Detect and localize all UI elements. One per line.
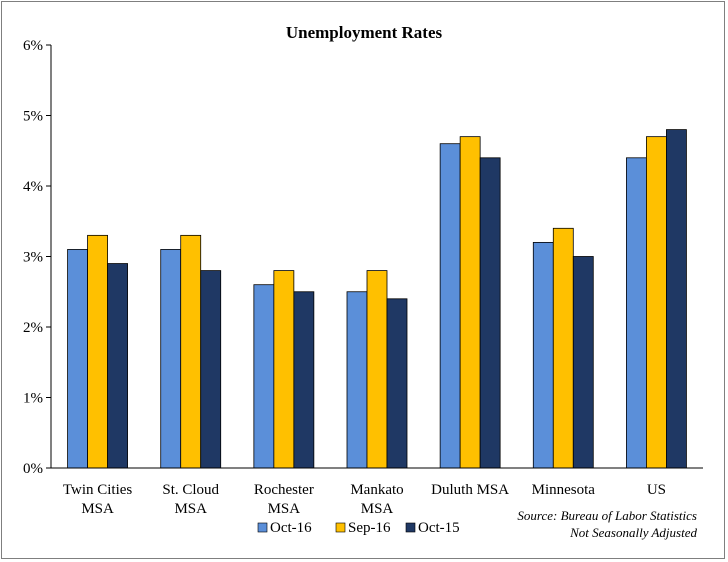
legend-label: Oct-16 (270, 520, 312, 536)
x-tick-label: Twin Cities (63, 482, 133, 498)
bar-sep-16 (87, 234, 108, 469)
bar-oct-15 (200, 270, 222, 469)
bar-oct-15 (666, 129, 687, 469)
chart-title: Unemployment Rates (286, 23, 443, 42)
bar-oct-16 (67, 249, 88, 469)
y-tick-label: 5% (23, 109, 43, 125)
bar-oct-15 (293, 291, 315, 469)
bar-oct-16 (160, 249, 182, 469)
x-tick-label: Mankato (350, 482, 403, 498)
y-tick-label: 1% (23, 391, 43, 407)
bar-oct-16 (253, 284, 275, 469)
bar-sep-16 (459, 136, 481, 469)
y-axis: 0% 1% 2% 3% 4% 5% 6% (23, 38, 52, 477)
source-line-2: Not Seasonally Adjusted (569, 525, 697, 540)
legend-swatch (405, 522, 416, 533)
y-tick-label: 3% (23, 250, 43, 266)
bar-sep-16 (180, 234, 202, 469)
x-tick-label: MSA (361, 501, 394, 517)
source-line-1: Source: Bureau of Labor Statistics (517, 508, 697, 523)
bar-oct-16 (346, 291, 368, 469)
bar-oct-16 (532, 241, 554, 469)
bar-sep-16 (273, 270, 295, 469)
x-tick-label: Minnesota (532, 482, 596, 498)
x-tick-label: St. Cloud (162, 482, 219, 498)
x-tick-label: MSA (81, 501, 114, 517)
x-tick-label: Rochester (254, 482, 314, 498)
x-axis: Twin Cities MSA St. Cloud MSA Rochester MSA Ma… (51, 467, 703, 517)
legend-label: Oct-15 (418, 520, 460, 536)
x-tick-label: Duluth MSA (431, 482, 509, 498)
y-tick-label: 4% (23, 179, 43, 195)
y-tick-label: 6% (23, 38, 43, 54)
bars (67, 129, 687, 469)
x-tick-label: MSA (174, 501, 207, 517)
bar-sep-16 (646, 136, 667, 469)
bar-oct-16 (626, 157, 647, 469)
x-tick-label: US (647, 482, 666, 498)
legend-label: Sep-16 (348, 520, 391, 536)
bar-oct-15 (479, 157, 501, 469)
y-tick-label: 0% (23, 461, 43, 477)
bar-sep-16 (552, 227, 574, 469)
bar-oct-15 (386, 298, 408, 469)
y-tick-label: 2% (23, 320, 43, 336)
bar-oct-16 (439, 143, 461, 469)
bar-oct-15 (572, 256, 594, 469)
bar-oct-15 (107, 263, 128, 469)
legend: Oct-16 Sep-16 Oct-15 (257, 520, 460, 536)
bar-sep-16 (366, 270, 388, 469)
legend-swatch (257, 522, 268, 533)
legend-swatch (335, 522, 346, 533)
x-tick-label: MSA (268, 501, 301, 517)
